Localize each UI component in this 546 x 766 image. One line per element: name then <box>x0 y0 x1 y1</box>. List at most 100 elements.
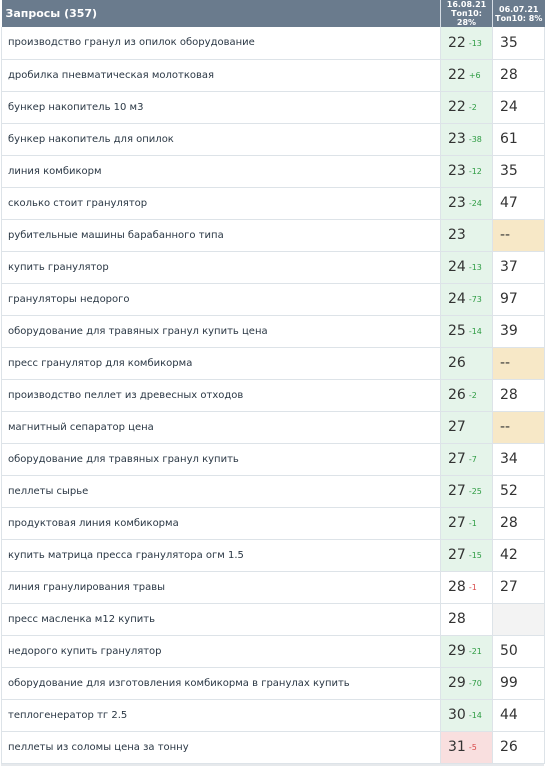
position-previous-cell: 47 <box>492 187 545 220</box>
table-row: сколько стоит гранулятор 23 -24 47 <box>1 187 545 220</box>
position-previous-cell: -- <box>492 411 545 444</box>
position-value: 31 <box>448 739 466 755</box>
position-value: 27 <box>448 483 466 499</box>
position-value: 28 <box>448 611 466 627</box>
query-text[interactable]: пеллеты из соломы цена за тонну <box>1 731 441 764</box>
table-row: пеллеты сырье 27 -25 52 <box>1 475 545 508</box>
query-text[interactable]: продуктовая линия комбикорма <box>1 507 441 540</box>
position-change: -21 <box>468 647 482 656</box>
position-change: -1 <box>468 519 477 528</box>
query-text[interactable]: оборудование для изготовления комбикорма… <box>1 667 441 700</box>
table-row: недорого купить гранулятор 29 -21 50 <box>1 635 545 668</box>
position-change: -7 <box>468 455 477 464</box>
position-current-cell: 23 -12 <box>440 155 493 188</box>
position-value: 27 <box>448 515 466 531</box>
date-column-header-2[interactable]: 06.07.21 Топ10: 8% <box>492 0 545 27</box>
position-current-cell: 26 -2 <box>440 379 493 412</box>
table-row: купить матрица пресса гранулятора огм 1.… <box>1 539 545 572</box>
query-text[interactable]: линия гранулирования травы <box>1 571 441 604</box>
table-row: оборудование для травяных гранул купить … <box>1 315 545 348</box>
position-previous-cell: 35 <box>492 27 545 60</box>
table-row: пресс гранулятор для комбикорма 26 -- <box>1 347 545 380</box>
position-previous-cell: 61 <box>492 123 545 156</box>
position-change: -70 <box>468 679 482 688</box>
query-text[interactable]: сколько стоит гранулятор <box>1 187 441 220</box>
query-text[interactable]: бункер накопитель 10 м3 <box>1 91 441 124</box>
query-text[interactable]: пеллеты сырье <box>1 475 441 508</box>
position-current-cell: 23 -38 <box>440 123 493 156</box>
date-column-header-1[interactable]: 16.08.21 Топ10: 28% <box>440 0 493 27</box>
position-change: -25 <box>468 487 482 496</box>
position-change: -73 <box>468 295 482 304</box>
position-previous-cell: 28 <box>492 59 545 92</box>
position-current-cell: 29 -70 <box>440 667 493 700</box>
top10-label: Топ10: 28% <box>451 9 482 27</box>
query-text[interactable]: дробилка пневматическая молотковая <box>1 59 441 92</box>
position-current-cell: 28 <box>440 603 493 636</box>
position-value: 23 <box>448 131 466 147</box>
position-value: 25 <box>448 323 466 339</box>
query-text[interactable]: производство гранул из опилок оборудован… <box>1 27 441 60</box>
date-label: 16.08.21 <box>446 0 487 9</box>
position-value: 23 <box>448 195 466 211</box>
position-previous-cell: 34 <box>492 443 545 476</box>
position-change: -13 <box>468 38 482 48</box>
position-value: 27 <box>448 547 466 563</box>
position-value: 23 <box>448 227 466 243</box>
query-text[interactable]: оборудование для травяных гранул купить … <box>1 315 441 348</box>
table-row: дробилка пневматическая молотковая 22 +6 28 <box>1 59 545 92</box>
position-value: 22 <box>448 99 466 115</box>
position-current-cell: 26 <box>440 347 493 380</box>
position-change: -1 <box>468 583 477 592</box>
position-current-cell: 23 -24 <box>440 187 493 220</box>
table-row: бункер накопитель для опилок 23 -38 61 <box>1 123 545 156</box>
table-row: производство гранул из опилок оборудован… <box>1 27 545 60</box>
position-current-cell: 24 -13 <box>440 251 493 284</box>
position-current-cell: 24 -73 <box>440 283 493 316</box>
table-row: теплогенератор тг 2.5 30 -14 44 <box>1 699 545 732</box>
query-text[interactable]: производство пеллет из древесных отходов <box>1 379 441 412</box>
position-current-cell: 23 <box>440 219 493 252</box>
position-value: 22 <box>448 67 466 83</box>
position-change: -12 <box>468 167 482 176</box>
query-text[interactable]: оборудование для травяных гранул купить <box>1 443 441 476</box>
table-row: пеллеты из соломы цена за тонну 31 -5 26 <box>1 731 545 764</box>
position-previous-cell: 24 <box>492 91 545 124</box>
position-change: -14 <box>468 711 482 720</box>
table-row: линия гранулирования травы 28 -1 27 <box>1 571 545 604</box>
position-value: 29 <box>448 643 466 659</box>
position-previous-cell: -- <box>492 347 545 380</box>
query-text[interactable]: магнитный сепаратор цена <box>1 411 441 444</box>
query-text[interactable]: линия комбикорм <box>1 155 441 188</box>
position-previous-cell: 44 <box>492 699 545 732</box>
position-change: -38 <box>468 135 482 144</box>
query-text[interactable]: недорого купить гранулятор <box>1 635 441 668</box>
table-row: оборудование для травяных гранул купить 2… <box>1 443 545 476</box>
query-text[interactable]: купить гранулятор <box>1 251 441 284</box>
position-current-cell: 31 -5 <box>440 731 493 764</box>
table-row: оборудование для изготовления комбикорма… <box>1 667 545 700</box>
position-change: -13 <box>468 263 482 272</box>
query-text[interactable]: бункер накопитель для опилок <box>1 123 441 156</box>
query-text[interactable]: купить матрица пресса гранулятора огм 1.… <box>1 539 441 572</box>
position-value: 26 <box>448 387 466 403</box>
query-text[interactable]: пресс гранулятор для комбикорма <box>1 347 441 380</box>
query-text[interactable]: грануляторы недорого <box>1 283 441 316</box>
queries-column-header[interactable]: Запросы (357) <box>1 0 441 27</box>
position-previous-cell: 99 <box>492 667 545 700</box>
table-row: магнитный сепаратор цена 27 -- <box>1 411 545 444</box>
query-text[interactable]: теплогенератор тг 2.5 <box>1 699 441 732</box>
query-text[interactable]: пресс масленка м12 купить <box>1 603 441 636</box>
position-current-cell: 27 -15 <box>440 539 493 572</box>
table-row: рубительные машины барабанного типа 23 -- <box>1 219 545 252</box>
date-label: 06.07.21 <box>499 4 539 14</box>
table-header-row: Запросы (357) 16.08.21 Топ10: 28% 06.07.… <box>1 0 545 27</box>
position-value: 29 <box>448 675 466 691</box>
position-previous-cell: 27 <box>492 571 545 604</box>
position-current-cell: 22 -13 <box>440 27 493 60</box>
position-change: +6 <box>468 71 481 80</box>
query-text[interactable]: рубительные машины барабанного типа <box>1 219 441 252</box>
position-value: 26 <box>448 355 466 371</box>
